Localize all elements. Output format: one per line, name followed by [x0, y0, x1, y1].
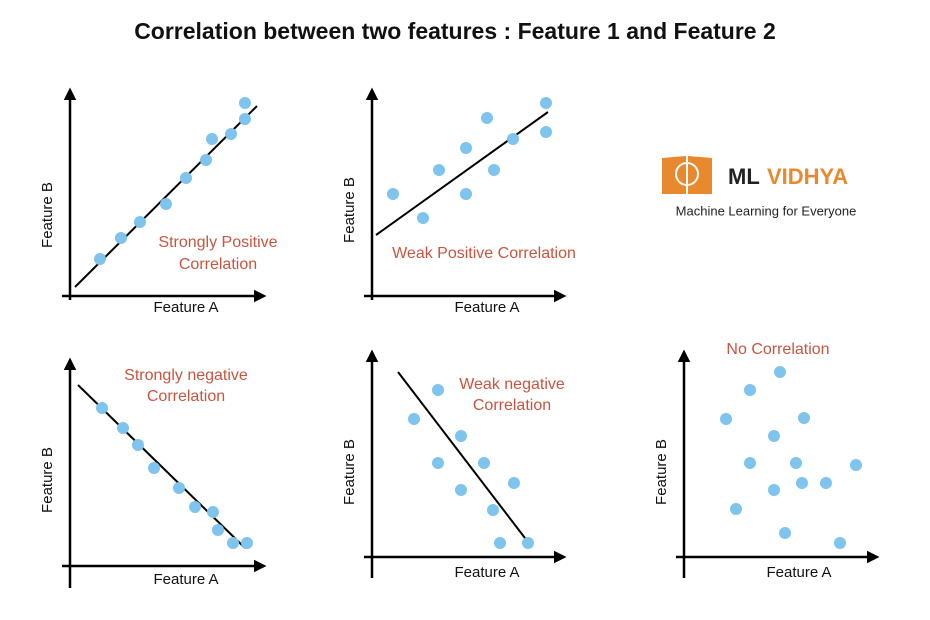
x-label: Feature A	[153, 299, 218, 316]
label: Correlation	[473, 397, 551, 414]
y-label: Feature B	[653, 439, 670, 505]
logo: ML VIDHYA Machine Learning for Everyone	[662, 156, 856, 218]
panel-weak-positive: Weak Positive Correlation Feature A Feat…	[341, 87, 576, 316]
tagline: Machine Learning for Everyone	[676, 203, 857, 218]
x-label: Feature A	[153, 571, 218, 588]
y-label: Feature B	[341, 177, 358, 243]
x-label: Feature A	[454, 299, 519, 316]
panel-no-correlation: No Correlation Feature A Feature B	[653, 341, 880, 581]
logo-name: VIDHYA	[767, 164, 848, 189]
points	[94, 97, 251, 265]
x-label: Feature A	[454, 564, 519, 581]
points	[96, 402, 253, 549]
panel-strong-negative: Strongly negative Correlation Feature A …	[39, 357, 267, 588]
label: Correlation	[147, 388, 225, 405]
label: No Correlation	[726, 341, 829, 358]
points	[408, 384, 534, 549]
y-label: Feature B	[39, 182, 56, 248]
label: Weak Positive Correlation	[392, 245, 576, 262]
panel-strong-positive: Strongly Positive Correlation Feature A …	[39, 87, 278, 316]
label: Strongly Positive	[158, 234, 277, 251]
points	[387, 97, 552, 224]
x-label: Feature A	[766, 564, 831, 581]
y-label: Feature B	[39, 447, 56, 513]
label: Weak negative	[459, 376, 565, 393]
y-label: Feature B	[341, 439, 358, 505]
trend-line	[375, 111, 549, 236]
logo-prefix: ML	[728, 164, 760, 189]
trend-line	[397, 371, 529, 543]
points	[720, 366, 862, 549]
title: Correlation between two features : Featu…	[134, 18, 776, 44]
panel-weak-negative: Weak negative Correlation Feature A Feat…	[341, 349, 567, 581]
label: Correlation	[179, 256, 257, 273]
label: Strongly negative	[124, 367, 248, 384]
